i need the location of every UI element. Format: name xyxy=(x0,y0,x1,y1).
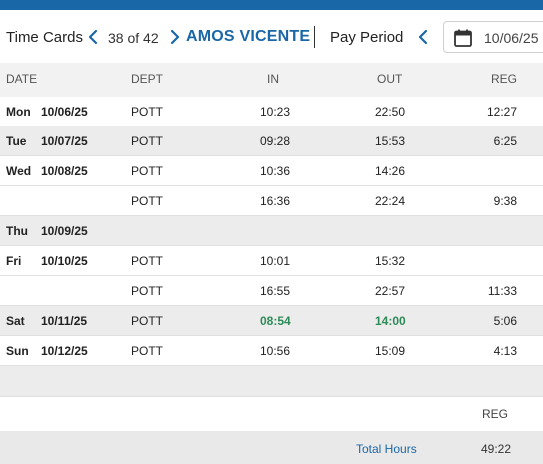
row-day: Thu xyxy=(6,224,28,238)
row-day: Fri xyxy=(6,254,22,268)
row-dept: POTT xyxy=(131,134,163,148)
chevron-left-icon[interactable] xyxy=(84,25,102,49)
row-day: Sun xyxy=(6,344,29,358)
row-in-time: 10:23 xyxy=(260,105,291,119)
row-in-time: 09:28 xyxy=(260,134,291,148)
row-date: 10/12/25 xyxy=(41,344,88,358)
pay-period-label: Pay Period xyxy=(330,29,404,46)
summary-header: REG xyxy=(0,396,543,431)
table-header: DATE DEPT IN OUT REG xyxy=(0,63,543,97)
table-row[interactable]: Thu 10/09/25 xyxy=(0,216,543,246)
totals-row: Total Hours 49:22 xyxy=(0,431,543,464)
row-out-time: 15:32 xyxy=(375,254,406,268)
row-reg-hours: 5:06 xyxy=(493,314,517,328)
row-day: Mon xyxy=(6,105,31,119)
row-dept: POTT xyxy=(131,314,163,328)
column-header-in: IN xyxy=(267,72,279,86)
row-reg-hours: 11:33 xyxy=(487,284,517,298)
calendar-icon[interactable] xyxy=(453,28,473,48)
row-in-time: 16:36 xyxy=(260,194,291,208)
row-day: Wed xyxy=(6,164,32,178)
table-row[interactable]: Tue 10/07/25 POTT 09:28 15:53 6:25 xyxy=(0,126,543,156)
row-out-time: 14:00 xyxy=(375,314,406,328)
row-dept: POTT xyxy=(131,344,163,358)
pay-period-prev-icon[interactable] xyxy=(414,25,432,49)
row-out-time: 22:50 xyxy=(375,105,406,119)
table-row[interactable]: Mon 10/06/25 POTT 10:23 22:50 12:27 xyxy=(0,97,543,127)
row-in-time: 10:01 xyxy=(260,254,291,268)
row-date: 10/06/25 xyxy=(41,105,88,119)
row-dept: POTT xyxy=(131,254,163,268)
row-out-time: 15:53 xyxy=(375,134,406,148)
table-row[interactable]: POTT 16:36 22:24 9:38 xyxy=(0,186,543,216)
total-hours-value: 49:22 xyxy=(480,442,511,456)
top-accent-bar xyxy=(0,0,543,10)
table-row[interactable]: Wed 10/08/25 POTT 10:36 14:26 xyxy=(0,156,543,186)
row-dept: POTT xyxy=(131,105,163,119)
record-counter: 38 of 42 xyxy=(108,30,159,46)
row-out-time: 22:57 xyxy=(375,284,406,298)
total-hours-label: Total Hours xyxy=(356,442,417,456)
row-out-time: 22:24 xyxy=(375,194,406,208)
table-row[interactable]: Sun 10/12/25 POTT 10:56 15:09 4:13 xyxy=(0,336,543,366)
toolbar: Time Cards 38 of 42 AMOS VICENTE Pay Per… xyxy=(0,10,543,63)
row-day: Tue xyxy=(6,134,27,148)
column-header-date: DATE xyxy=(6,72,38,86)
row-date: 10/11/25 xyxy=(41,314,88,328)
row-in-time: 10:56 xyxy=(260,344,291,358)
row-day: Sat xyxy=(6,314,25,328)
page-title: Time Cards xyxy=(6,29,83,46)
column-header-dept: DEPT xyxy=(131,72,164,86)
table-row[interactable]: POTT 16:55 22:57 11:33 xyxy=(0,276,543,306)
row-date: 10/10/25 xyxy=(41,254,88,268)
row-reg-hours: 12:27 xyxy=(486,105,517,119)
table-spacer-band xyxy=(0,366,543,396)
pay-period-date-picker[interactable]: 10/06/25 xyxy=(443,21,543,53)
row-reg-hours: 4:13 xyxy=(493,344,517,358)
column-header-reg: REG xyxy=(490,72,517,86)
toolbar-divider xyxy=(314,26,315,48)
row-reg-hours: 6:25 xyxy=(493,134,517,148)
employee-name-link[interactable]: AMOS VICENTE xyxy=(186,28,311,45)
chevron-right-icon[interactable] xyxy=(166,25,184,49)
summary-reg-header: REG xyxy=(481,407,508,421)
row-in-time: 16:55 xyxy=(260,284,291,298)
row-date: 10/07/25 xyxy=(41,134,88,148)
table-row[interactable]: Sat 10/11/25 POTT 08:54 14:00 5:06 xyxy=(0,306,543,336)
row-out-time: 14:26 xyxy=(375,164,406,178)
row-date: 10/09/25 xyxy=(41,224,88,238)
row-dept: POTT xyxy=(131,164,163,178)
table-row[interactable]: Fri 10/10/25 POTT 10:01 15:32 xyxy=(0,246,543,276)
row-out-time: 15:09 xyxy=(375,344,406,358)
row-in-time: 10:36 xyxy=(260,164,291,178)
row-reg-hours: 9:38 xyxy=(493,194,517,208)
row-in-time: 08:54 xyxy=(260,314,291,328)
row-date: 10/08/25 xyxy=(41,164,88,178)
pay-period-date-value: 10/06/25 xyxy=(484,30,539,46)
column-header-out: OUT xyxy=(377,72,403,86)
row-dept: POTT xyxy=(131,284,163,298)
row-dept: POTT xyxy=(131,194,163,208)
